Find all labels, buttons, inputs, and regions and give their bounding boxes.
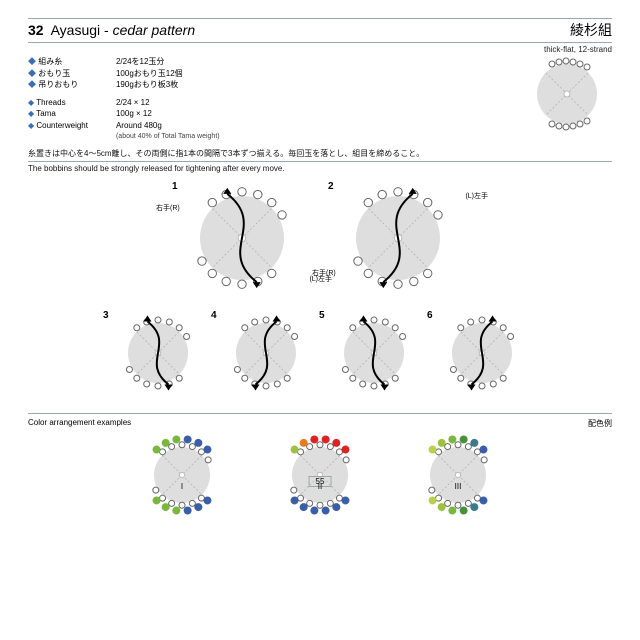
step-4: 4 [221, 312, 311, 399]
label-en: Counterweight [28, 120, 88, 132]
label-en: Threads [28, 97, 88, 109]
step-2: 2 (L)左手 右手(R) [338, 183, 458, 298]
label-jp: 吊りおもり [28, 79, 88, 91]
color-ex-3: III [408, 435, 508, 491]
materials-block: 組み糸 おもり玉 吊りおもり Threads Tama Counterweigh… [28, 56, 220, 142]
note-en: The bobbins should be strongly released … [28, 164, 612, 173]
val-en: 100g × 12 [116, 108, 220, 120]
page-title: 32 Ayasugi - cedar pattern [28, 22, 195, 38]
subtitle: thick-flat, 12-strand [28, 45, 612, 54]
note-jp: 糸置きは中心を4～5cm離し、その両側に指1本の間隔で3本ずつ揃える。毎回玉を落… [28, 148, 612, 162]
step-1: 1 右手(R) (L)左手 [182, 183, 302, 298]
step-5: 5 [329, 312, 419, 399]
val-en: 2/24 × 12 [116, 97, 220, 109]
val-jp: 190gおもり板3枚 [116, 79, 220, 91]
setup-diagram [522, 54, 612, 134]
label-jp: 組み糸 [28, 56, 88, 68]
color-head-jp: 配色例 [588, 418, 612, 429]
step-3: 3 [113, 312, 203, 399]
color-ex-1: I [132, 435, 232, 491]
val-en: Around 480g [116, 120, 220, 132]
label-en: Tama [28, 108, 88, 120]
val-note: (about 40% of Total Tama weight) [116, 132, 220, 142]
val-jp: 2/24を12玉分 [116, 56, 220, 68]
step-6: 6 [437, 312, 527, 399]
title-bar: 32 Ayasugi - cedar pattern 綾杉組 [28, 18, 612, 43]
val-jp: 100gおもり玉12個 [116, 68, 220, 80]
label-jp: おもり玉 [28, 68, 88, 80]
color-ex-2: II [270, 435, 370, 491]
color-head-en: Color arrangement examples [28, 418, 131, 429]
title-jp: 綾杉組 [570, 20, 612, 40]
